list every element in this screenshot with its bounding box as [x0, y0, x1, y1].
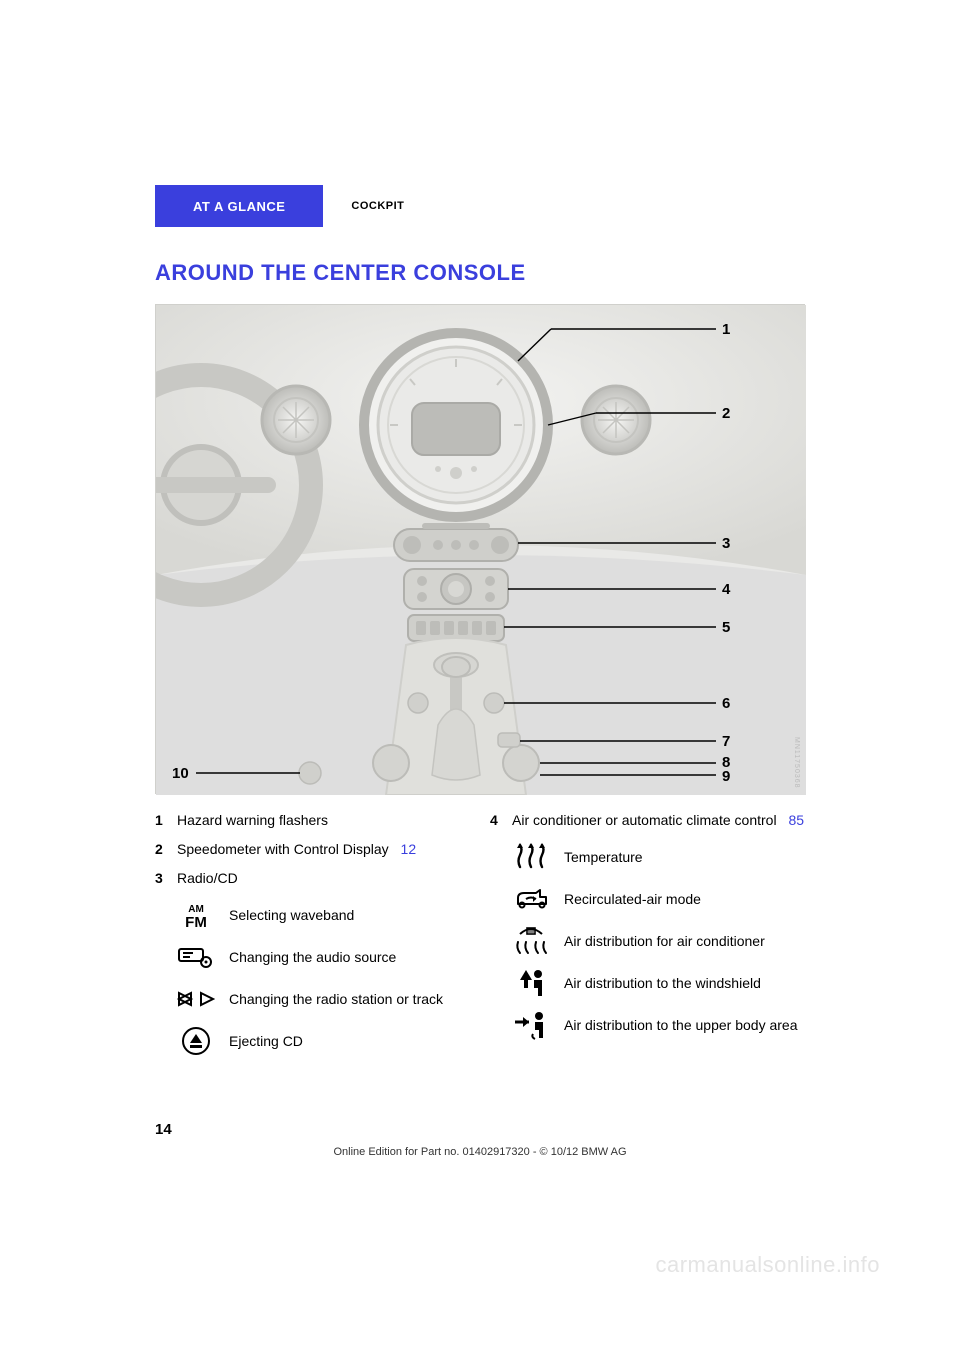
- sub-label: Recirculated-air mode: [564, 889, 805, 910]
- sub-eject: Ejecting CD: [177, 1025, 470, 1057]
- legend-left-column: 1 Hazard warning flashers 2 Speedometer …: [155, 810, 470, 1067]
- am-fm-icon: AM FM: [177, 899, 215, 931]
- sub-label: Air distribution for air conditioner: [564, 931, 805, 952]
- sub-label: Air distribution to the windshield: [564, 973, 805, 994]
- svg-text:FM: FM: [185, 914, 207, 929]
- watermark: carmanualsonline.info: [655, 1252, 880, 1278]
- page-number: 14: [155, 1121, 172, 1138]
- recirculate-icon: [512, 883, 550, 915]
- sub-windshield-distribution: Air distribution to the windshield: [512, 967, 805, 999]
- callout-9: 9: [722, 768, 730, 785]
- audio-source-icon: [177, 941, 215, 973]
- center-console-figure: 1 2 3 4 5 6 7 8 9 10 MN11750368: [155, 304, 805, 794]
- legend-text-inner: Speedometer with Control Display: [177, 841, 389, 857]
- legend-num: 3: [155, 868, 177, 889]
- callout-7: 7: [722, 733, 730, 750]
- callout-2: 2: [722, 405, 730, 422]
- legend-item-1: 1 Hazard warning flashers: [155, 810, 470, 831]
- callout-6: 6: [722, 695, 730, 712]
- legend-item-4: 4 Air conditioner or automatic climate c…: [490, 810, 805, 831]
- legend-text: Hazard warning flashers: [177, 810, 470, 831]
- legend-item-3: 3 Radio/CD: [155, 868, 470, 889]
- sub-waveband: AM FM Selecting waveband: [177, 899, 470, 931]
- legend: 1 Hazard warning flashers 2 Speedometer …: [155, 810, 805, 1067]
- eject-icon: [177, 1025, 215, 1057]
- sub-label: Ejecting CD: [229, 1031, 470, 1052]
- legend-num: 1: [155, 810, 177, 831]
- sub-upper-body-distribution: Air distribution to the upper body area: [512, 1009, 805, 1041]
- legend-num: 2: [155, 839, 177, 860]
- section-heading: AROUND THE CENTER CONSOLE: [155, 260, 526, 286]
- callout-3: 3: [722, 535, 730, 552]
- sub-label: Air distribution to the upper body area: [564, 1015, 805, 1036]
- windshield-distribution-icon: [512, 967, 550, 999]
- temperature-icon: [512, 841, 550, 873]
- figure-code: MN11750368: [793, 737, 800, 789]
- tab-cockpit: COCKPIT: [323, 185, 432, 227]
- callout-10: 10: [172, 765, 189, 782]
- page-ref[interactable]: 85: [788, 812, 804, 828]
- ac-distribution-icon: [512, 925, 550, 957]
- upper-body-distribution-icon: [512, 1009, 550, 1041]
- page-ref[interactable]: 12: [401, 841, 417, 857]
- legend-item-2: 2 Speedometer with Control Display 12: [155, 839, 470, 860]
- sub-audio-source: Changing the audio source: [177, 941, 470, 973]
- prev-next-icon: [177, 983, 215, 1015]
- sub-prev-next: Changing the radio station or track: [177, 983, 470, 1015]
- callout-5: 5: [722, 619, 730, 636]
- sub-temperature: Temperature: [512, 841, 805, 873]
- header-tabs: AT A GLANCE COCKPIT: [155, 185, 432, 227]
- sub-label: Selecting waveband: [229, 905, 470, 926]
- legend-text: Speedometer with Control Display 12: [177, 839, 470, 860]
- tab-at-a-glance: AT A GLANCE: [155, 185, 323, 227]
- legend-text: Radio/CD: [177, 868, 470, 889]
- footer-text: Online Edition for Part no. 01402917320 …: [0, 1146, 960, 1158]
- legend-text-inner: Air conditioner or automatic climate con…: [512, 812, 777, 828]
- legend-num: 4: [490, 810, 512, 831]
- sub-recirculate: Recirculated-air mode: [512, 883, 805, 915]
- legend-right-column: 4 Air conditioner or automatic climate c…: [490, 810, 805, 1067]
- legend-text: Air conditioner or automatic climate con…: [512, 810, 805, 831]
- sub-ac-distribution: Air distribution for air conditioner: [512, 925, 805, 957]
- callout-4: 4: [722, 581, 731, 598]
- sub-label: Changing the audio source: [229, 947, 470, 968]
- sub-label: Temperature: [564, 847, 805, 868]
- callout-1: 1: [722, 321, 730, 338]
- sub-label: Changing the radio station or track: [229, 989, 470, 1010]
